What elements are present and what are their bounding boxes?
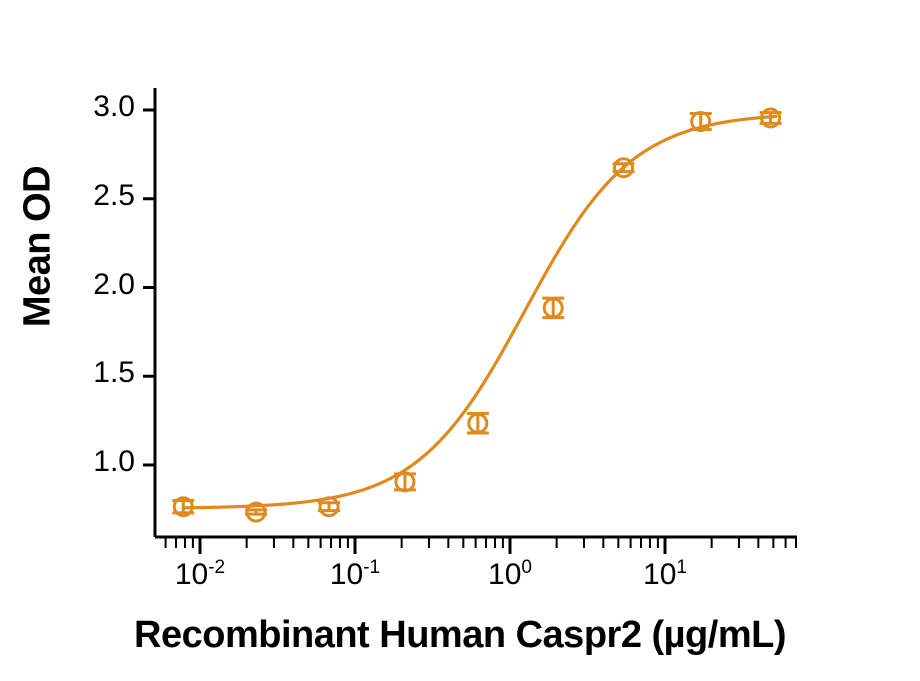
data-point-marker [394, 471, 416, 493]
y-axis-title: Mean OD [16, 165, 59, 328]
x-tick-label: 10-1 [329, 557, 381, 591]
y-tick-label: 1.5 [93, 356, 135, 390]
data-point-marker [467, 412, 489, 434]
fit-curve [181, 114, 778, 510]
data-point-markers [172, 107, 782, 523]
y-tick-label: 3.0 [93, 90, 135, 123]
y-tick-label: 2.5 [93, 178, 135, 212]
x-tick-label: 10-2 [174, 557, 226, 591]
y-tick-label: 1.0 [93, 445, 135, 478]
x-major-tick-marks [198, 537, 667, 554]
x-tick-label: 101 [643, 557, 687, 591]
data-point-marker [542, 297, 564, 319]
error-bars [172, 111, 782, 516]
data-point-marker [613, 157, 635, 179]
x-minor-tick-marks [164, 537, 797, 548]
data-point-marker [760, 107, 782, 129]
y-tick-marks [143, 108, 155, 467]
x-axis-title: Recombinant Human Caspr2 (µg/mL) [134, 614, 786, 656]
y-tick-label: 2.0 [93, 267, 135, 301]
x-tick-label: 100 [488, 557, 532, 591]
axis-lines [153, 88, 797, 539]
data-point-marker [245, 501, 267, 523]
data-point-marker [690, 111, 712, 133]
data-point-marker [318, 496, 340, 518]
data-point-marker [172, 496, 194, 518]
